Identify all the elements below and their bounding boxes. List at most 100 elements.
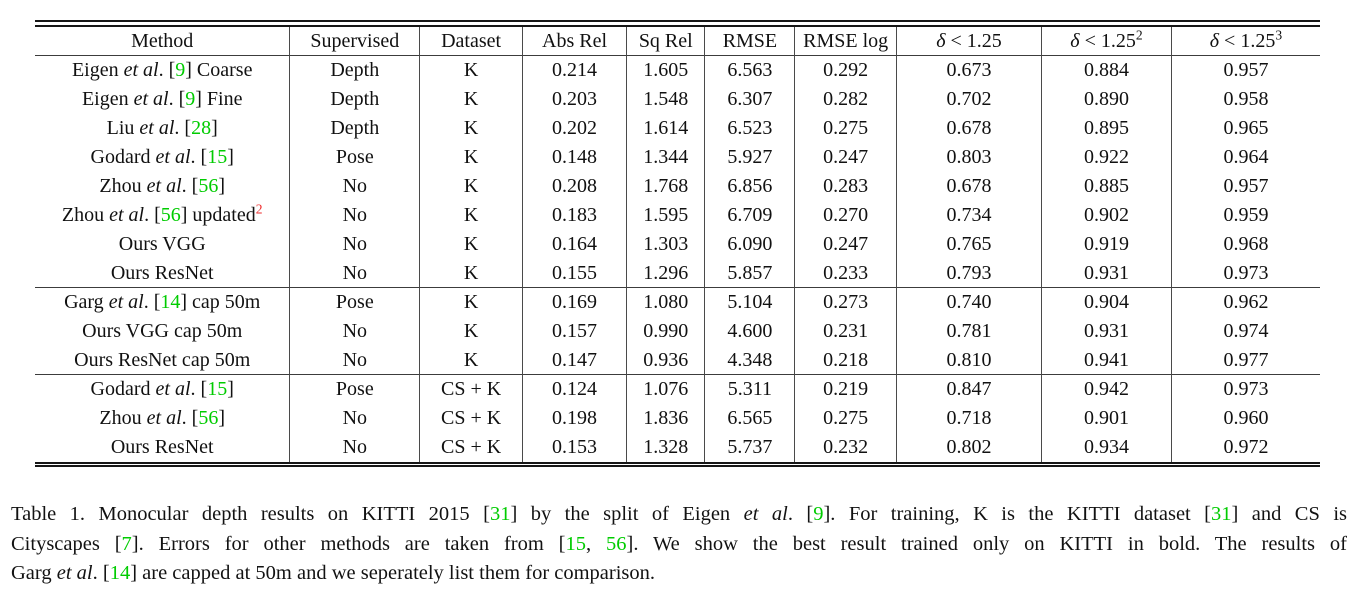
column-header-7: δ < 1.25 (895, 27, 1042, 56)
table-row: Ours ResNet cap 50m No K 0.147 0.936 4.348 0.2… (35, 346, 1320, 375)
table-row: Eigen et al. [9] Fine Depth K 0.203 1.548 6.3… (35, 85, 1320, 114)
dataset-cell: K (419, 143, 522, 172)
supervised-cell: Pose (289, 288, 419, 317)
citation-link[interactable]: 56 (198, 175, 219, 197)
metric-cell: 0.198 (522, 404, 626, 433)
metric-cell: 6.563 (704, 56, 794, 85)
metric-cell: 0.847 (895, 375, 1041, 404)
column-header-0: Method (35, 27, 290, 56)
metric-cell: 0.973 (1170, 375, 1320, 404)
dataset-cell: K (419, 230, 522, 259)
metric-cell: 0.931 (1041, 259, 1171, 288)
metric-cell: 0.153 (522, 433, 626, 462)
results-table: Method Supervised Dataset Abs Rel Sq Rel RMSE… (35, 20, 1320, 467)
method-cell: Ours VGG cap 50m (35, 317, 289, 346)
metric-cell: 1.296 (626, 259, 705, 288)
caption-line: Table 1. Monocular depth results on KITT… (11, 500, 1347, 530)
citation-link[interactable]: 15 (207, 146, 228, 168)
metric-cell: 0.718 (895, 404, 1041, 433)
metric-cell: 0.208 (522, 172, 626, 201)
citation-link[interactable]: 14 (109, 562, 131, 584)
metric-cell: 0.922 (1041, 143, 1171, 172)
citation-link[interactable]: 31 (489, 503, 511, 525)
metric-cell: 1.614 (626, 114, 704, 143)
column-header-5: RMSE (704, 27, 795, 56)
metric-cell: 0.793 (895, 259, 1042, 288)
citation-link[interactable]: 9 (175, 59, 186, 81)
method-cell: Zhou et al. [56] updated2 (35, 201, 289, 230)
method-cell: Liu et al. [28] (35, 114, 289, 143)
metric-cell: 0.974 (1170, 317, 1320, 346)
citation-link[interactable]: 56 (606, 532, 627, 555)
text-run: Sq Rel (638, 29, 693, 52)
text-run: Garg (11, 562, 57, 584)
supervised-cell: No (289, 172, 419, 201)
table-row: Godard et al. [15] Pose K 0.148 1.344 5.927 0.… (35, 143, 1320, 172)
citation-link[interactable]: 9 (813, 503, 824, 525)
text-run: ] are capped at 50m and we seperately li… (130, 562, 656, 584)
metric-cell: 0.810 (895, 346, 1042, 375)
text-run: . [ (144, 204, 161, 226)
metric-cell: 0.148 (522, 143, 626, 172)
metric-cell: 0.895 (1041, 114, 1171, 143)
supervised-cell: Pose (289, 143, 419, 172)
dataset-cell: K (419, 85, 522, 114)
exponent: 3 (1275, 27, 1283, 42)
table-header-row: Method Supervised Dataset Abs Rel Sq Rel RMSE… (35, 27, 1320, 56)
supervised-cell: No (289, 433, 419, 462)
metric-cell: 0.155 (522, 259, 627, 288)
text-run: Godard (90, 146, 156, 168)
citation-link[interactable]: 31 (1211, 503, 1232, 525)
text-run: ] (227, 378, 234, 400)
text-run: ] by the split of Eigen (510, 503, 744, 525)
method-cell: Godard et al. [15] (35, 375, 289, 404)
metric-cell: 5.857 (704, 259, 795, 288)
citation-link[interactable]: 7 (121, 532, 132, 555)
text-run: Godard (90, 378, 156, 400)
citation-link[interactable]: 28 (191, 117, 212, 139)
citation-link[interactable]: 56 (198, 407, 219, 429)
column-header-3: Abs Rel (522, 27, 627, 56)
citation-link[interactable]: 15 (207, 378, 228, 400)
metric-cell: 0.183 (522, 201, 626, 230)
metric-cell: 0.270 (794, 201, 896, 230)
text-run: Dataset (441, 29, 502, 52)
table-row: Godard et al. [15] Pose CS + K 0.124 1.076 5.… (35, 375, 1320, 404)
metric-cell: 0.740 (895, 288, 1041, 317)
italic-text: et al (146, 175, 182, 197)
metric-cell: 0.678 (895, 114, 1041, 143)
method-cell: Ours VGG (35, 230, 289, 259)
text-run: Zhou (99, 407, 147, 429)
text-run: ] (218, 175, 225, 197)
metric-cell: 0.957 (1170, 172, 1320, 201)
column-header-1: Supervised (289, 27, 420, 56)
metric-cell: 0.919 (1041, 230, 1171, 259)
metric-cell: 1.080 (626, 288, 704, 317)
method-cell: Ours ResNet (35, 433, 289, 462)
dataset-cell: K (419, 288, 522, 317)
metric-cell: 0.164 (522, 230, 626, 259)
text-run: < 1.25 (1079, 29, 1136, 52)
metric-cell: 0.147 (522, 346, 627, 375)
column-header-6: RMSE log (794, 27, 896, 56)
metric-cell: 1.344 (626, 143, 704, 172)
table-row: Zhou et al. [56] No CS + K 0.198 1.836 6.565 0… (35, 404, 1320, 433)
citation-link[interactable]: 9 (185, 88, 196, 110)
method-cell: Zhou et al. [56] (35, 172, 289, 201)
citation-link[interactable]: 56 (160, 204, 181, 226)
table-row: Ours VGG No K 0.164 1.303 6.090 0.247 0.765 0.91… (35, 230, 1320, 259)
supervised-cell: Depth (289, 56, 419, 85)
caption-line: Cityscapes [7]. Errors for other methods… (11, 530, 1347, 560)
metric-cell: 6.856 (704, 172, 794, 201)
metric-cell: 0.901 (1041, 404, 1171, 433)
dataset-cell: K (419, 114, 522, 143)
text-run: Eigen (71, 59, 124, 81)
citation-link[interactable]: 15 (565, 532, 587, 555)
text-run: ] (218, 407, 225, 429)
metric-cell: 0.765 (895, 230, 1041, 259)
metric-cell: 4.348 (704, 346, 795, 375)
citation-link[interactable]: 14 (160, 291, 181, 313)
italic-text: et al (155, 378, 191, 400)
text-run: ] Fine (195, 88, 243, 110)
